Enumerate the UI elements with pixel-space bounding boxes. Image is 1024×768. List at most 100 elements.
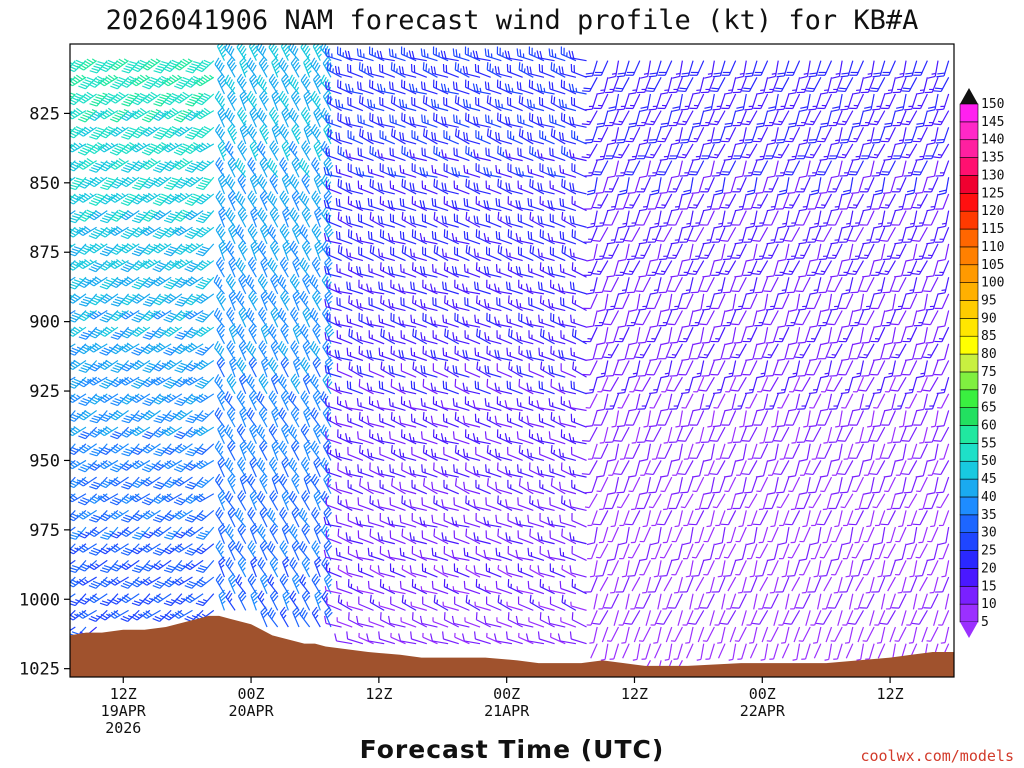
barb-flag: [61, 494, 68, 501]
barb-half: [87, 330, 93, 334]
wind-barb: [56, 209, 76, 221]
barb-flag: [70, 100, 75, 106]
barb-half: [87, 444, 92, 449]
barb-flag: [73, 426, 81, 432]
barb-flag: [63, 275, 69, 283]
barb-flag: [70, 80, 73, 87]
barb-flag: [77, 534, 86, 539]
barb-flag: [95, 129, 103, 134]
barb-flag: [97, 193, 105, 198]
barb-flag: [63, 209, 69, 216]
barb-flag: [70, 361, 79, 367]
barb-flag: [79, 96, 87, 102]
barb-staff: [70, 326, 76, 339]
barb-flag: [86, 143, 94, 148]
barb-flag: [76, 448, 84, 454]
barb-staff: [70, 626, 76, 637]
barb-flag: [92, 310, 100, 317]
wind-barb: [76, 543, 97, 553]
barb-flag: [70, 331, 74, 337]
barb-flag: [84, 225, 91, 232]
barb-flag: [77, 349, 85, 355]
barb-flag: [92, 429, 100, 434]
barb-flag: [70, 349, 78, 354]
barb-flag: [70, 462, 76, 468]
barb-flag: [59, 298, 66, 305]
barb-staff: [70, 226, 76, 239]
barb-flag: [76, 65, 84, 71]
barb-flag: [70, 394, 71, 399]
barb-flag: [89, 419, 98, 424]
barb-flag: [81, 194, 89, 200]
barb-flag: [70, 127, 73, 131]
barb-flag: [73, 109, 81, 115]
barb-flag: [73, 128, 81, 133]
barb-flag: [61, 428, 68, 435]
barb-flag: [58, 628, 64, 636]
barb-staff: [70, 576, 76, 589]
barb-flag: [89, 70, 98, 74]
barb-flag: [70, 569, 76, 574]
barb-half: [70, 428, 71, 433]
wind-barb: [77, 559, 98, 572]
barb-flag: [81, 411, 89, 417]
wind-barb: [87, 310, 108, 320]
wind-barb: [70, 142, 87, 153]
barb-flag: [61, 480, 68, 487]
barb-half: [85, 597, 90, 601]
wind-barb: [70, 107, 87, 120]
barb-flag: [56, 214, 62, 221]
barb-flag: [81, 345, 90, 351]
barb-half: [78, 142, 83, 147]
barb-flag: [76, 98, 84, 104]
barb-flag: [88, 268, 97, 273]
barb-flag: [84, 410, 92, 416]
barb-flag: [56, 148, 63, 155]
barb-flag: [58, 562, 64, 569]
barb-flag: [57, 484, 64, 491]
barb-flag: [79, 182, 88, 187]
barb-flag: [80, 433, 88, 438]
barb-flag: [78, 402, 86, 407]
barb-flag: [77, 151, 86, 156]
wind-barb: [59, 126, 76, 140]
barb-flag: [61, 546, 68, 553]
barb-half: [78, 193, 84, 197]
barb-flag: [56, 82, 63, 89]
barb-flag: [70, 67, 75, 73]
barb-flag: [58, 418, 65, 425]
barb-half: [70, 92, 75, 96]
barb-half: [97, 311, 102, 315]
barb-flag: [90, 332, 98, 337]
barb-flag: [76, 514, 84, 520]
barb-flag: [58, 345, 64, 353]
barb-flag: [70, 110, 78, 117]
wind-barb: [77, 243, 98, 255]
barb-flag: [80, 466, 88, 471]
barb-flag: [78, 435, 86, 440]
barb-flag: [59, 515, 66, 522]
barb-flag: [95, 96, 103, 100]
barb-flag: [81, 227, 89, 233]
wind-barb: [76, 58, 97, 71]
barb-flag: [80, 301, 89, 305]
barb-flag: [59, 132, 66, 139]
barb-flag: [61, 144, 68, 151]
wind-barb: [58, 626, 76, 637]
barb-flag: [91, 133, 99, 138]
barb-flag: [73, 212, 82, 217]
barb-staff: [70, 476, 76, 490]
barb-flag: [78, 578, 86, 585]
wind-barb: [87, 210, 108, 221]
barb-flag: [89, 345, 97, 352]
barb-flag: [88, 301, 96, 306]
barb-flag: [88, 202, 97, 206]
barb-flag: [70, 145, 76, 151]
barb-flag: [89, 147, 98, 153]
barb-flag: [63, 176, 70, 183]
barb-flag: [70, 217, 78, 221]
barb-staff: [70, 243, 76, 254]
barb-flag: [81, 445, 89, 451]
barb-flag: [58, 278, 64, 286]
wind-barb: [58, 559, 76, 571]
